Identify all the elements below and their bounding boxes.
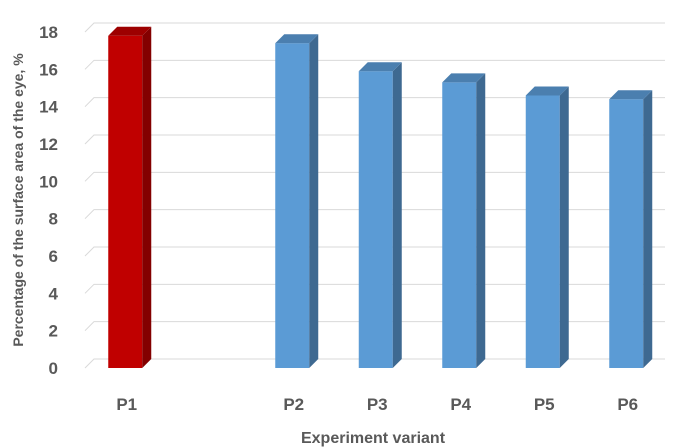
bar-top bbox=[525, 86, 569, 96]
y-tick-label: 18 bbox=[39, 23, 58, 42]
bar-front bbox=[275, 43, 310, 368]
bar-side bbox=[643, 90, 653, 368]
bar-front bbox=[108, 35, 143, 368]
y-tick-label: 14 bbox=[39, 98, 58, 117]
x-axis-title: Experiment variant bbox=[301, 430, 446, 447]
x-axis-ticks: P1 P2 P3 P4 P5 P6 bbox=[116, 395, 638, 414]
bar-p3 bbox=[358, 62, 402, 368]
gridlines bbox=[84, 22, 665, 369]
bar-top bbox=[442, 73, 486, 83]
y-tick-label: 8 bbox=[49, 210, 58, 229]
y-axis-title: Percentage of the surface area of the ey… bbox=[10, 53, 26, 347]
bar-front bbox=[525, 95, 560, 368]
bar-p1 bbox=[108, 26, 152, 368]
bar-side bbox=[309, 34, 319, 368]
y-tick-label: 16 bbox=[39, 60, 58, 79]
x-tick-label-p6: P6 bbox=[617, 395, 638, 414]
y-tick-label: 10 bbox=[39, 172, 58, 191]
x-tick-label-p1: P1 bbox=[116, 395, 137, 414]
y-tick-label: 2 bbox=[49, 322, 58, 341]
y-tick-label: 12 bbox=[39, 135, 58, 154]
bar-p5 bbox=[525, 86, 569, 368]
bar-top bbox=[275, 34, 319, 44]
x-tick-label-p4: P4 bbox=[450, 395, 471, 414]
bar-top bbox=[108, 26, 152, 36]
gridline bbox=[84, 59, 665, 70]
bars bbox=[108, 26, 653, 369]
y-axis-ticks: 0 2 4 6 8 10 12 14 16 18 bbox=[39, 23, 58, 378]
bar-side bbox=[392, 62, 402, 368]
bar-p2 bbox=[275, 34, 319, 368]
x-tick-label-p2: P2 bbox=[283, 395, 304, 414]
bar-side bbox=[559, 86, 569, 368]
bar-front bbox=[358, 71, 393, 368]
x-tick-label-p5: P5 bbox=[534, 395, 555, 414]
y-tick-label: 4 bbox=[49, 284, 59, 303]
y-tick-label: 0 bbox=[49, 359, 58, 378]
x-tick-label-p3: P3 bbox=[367, 395, 388, 414]
bar-front bbox=[442, 82, 477, 369]
gridline bbox=[84, 22, 665, 33]
bar-side bbox=[476, 73, 486, 369]
y-tick-label: 6 bbox=[49, 247, 58, 266]
bar-top bbox=[609, 90, 653, 100]
bar-top bbox=[358, 62, 402, 72]
bar-front bbox=[609, 99, 644, 368]
bar-side bbox=[142, 26, 152, 368]
bar-p4 bbox=[442, 73, 486, 369]
bar-p6 bbox=[609, 90, 653, 368]
